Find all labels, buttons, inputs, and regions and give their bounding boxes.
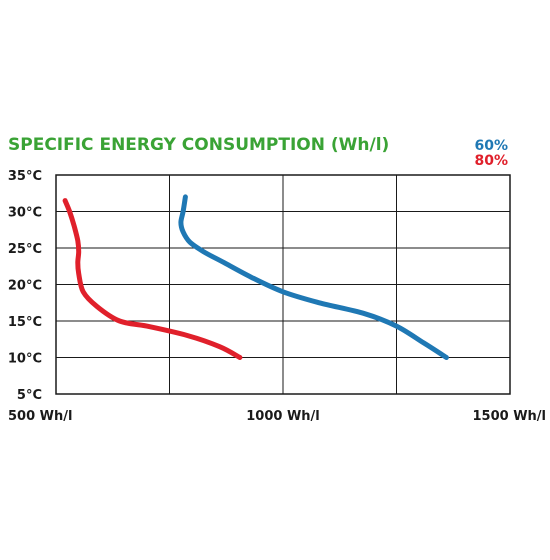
plot-frame: [55, 174, 511, 395]
x-tick-label: 1000 Wh/l: [246, 409, 320, 424]
y-tick-label: 5°C: [17, 388, 42, 403]
chart-title: SPECIFIC ENERGY CONSUMPTION (Wh/l): [8, 135, 389, 155]
series-lines: [62, 194, 449, 360]
legend-entry-60: 60%: [474, 138, 508, 154]
tick-labels: 5°C 10°C 15°C 20°C 25°C 30°C 35°C 500 Wh/l 1000 …: [8, 169, 546, 424]
x-tick-label: 500 Wh/l: [8, 409, 72, 424]
y-tick-label: 30°C: [8, 206, 42, 221]
y-tick-label: 20°C: [8, 279, 42, 294]
y-tick-label: 15°C: [8, 315, 42, 330]
legend-entry-80: 80%: [474, 153, 508, 169]
y-tick-label: 35°C: [8, 169, 42, 184]
x-tick-label: 1500 Wh/l: [472, 409, 546, 424]
y-tick-label: 10°C: [8, 352, 42, 367]
grid: [55, 174, 511, 395]
series-line-60: [178, 194, 449, 360]
y-tick-label: 25°C: [8, 242, 42, 257]
series-line-80: [62, 198, 243, 360]
